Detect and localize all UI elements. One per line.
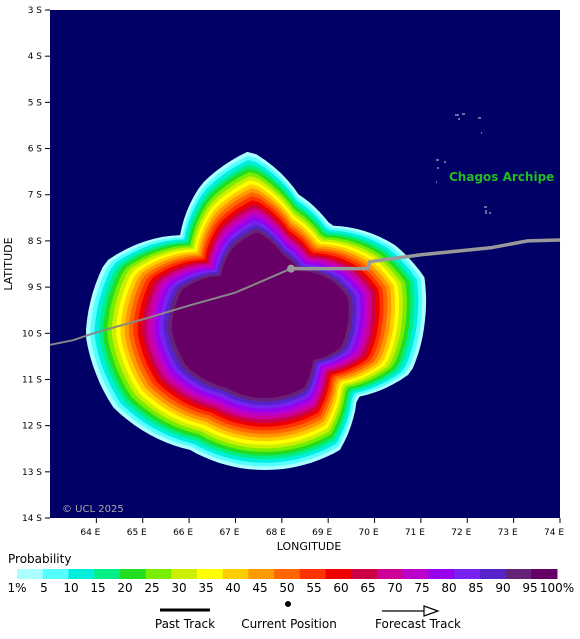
lon-tick-label: 68 E [266, 528, 286, 538]
legend-level-label: 95 [522, 581, 537, 595]
lat-tick-label: 13 S [22, 468, 42, 478]
forecast-track-key-label: Forecast Track [375, 617, 461, 631]
lon-tick-label: 69 E [312, 528, 332, 538]
latitude-ticks: 3 S 4 S 5 S 6 S 7 S 8 S 9 S 10 S 11 S 12 S 13 S 14 … [22, 6, 50, 524]
legend-swatch [171, 569, 198, 579]
lon-tick-label: 71 E [405, 528, 425, 538]
legend-level-label: 10 [63, 581, 78, 595]
legend-level-label: 55 [306, 581, 321, 595]
legend-level-label: 25 [144, 581, 159, 595]
lat-tick-label: 7 S [28, 191, 43, 201]
legend-swatch [402, 569, 429, 579]
legend-swatch [197, 569, 224, 579]
legend-swatch [479, 569, 507, 579]
legend-swatch [454, 569, 481, 579]
legend-level-label: 80 [441, 581, 456, 595]
legend-level-label: 30 [171, 581, 186, 595]
legend-labels: 1% 5 10 15 20 25 30 35 40 45 50 55 60 65 70 75 80 85 90 95 1… [7, 581, 574, 595]
lat-tick-label: 14 S [22, 514, 42, 524]
lon-tick-label: 73 E [498, 528, 518, 538]
y-axis-title: LATITUDE [2, 237, 15, 290]
lon-tick-label: 66 E [173, 528, 193, 538]
chagos-islands [436, 113, 491, 214]
legend-level-label: 100% [540, 581, 574, 595]
forecast-track-line [291, 238, 561, 271]
probability-bands [86, 151, 427, 470]
current-position-key-icon [285, 601, 291, 607]
legend-level-label: 50 [279, 581, 294, 595]
legend-level-label: 5 [40, 581, 48, 595]
longitude-ticks: 64 E 65 E 66 E 67 E 68 E 69 E 70 E 71 E 72 E 73 E… [80, 518, 564, 538]
legend-level-label: 65 [360, 581, 375, 595]
lat-tick-label: 3 S [28, 6, 43, 16]
legend-swatch [299, 569, 327, 579]
current-position-key-label: Current Position [241, 617, 337, 631]
legend-title: Probability [8, 552, 71, 566]
lat-tick-label: 6 S [28, 145, 43, 155]
lat-tick-label: 11 S [22, 375, 42, 385]
place-label: Chagos Archipe [449, 170, 554, 184]
probability-band [171, 232, 349, 398]
legend-swatch [222, 569, 249, 579]
legend-level-label: 75 [414, 581, 429, 595]
past-track-line [49, 267, 292, 346]
current-position-marker [287, 264, 296, 273]
legend-level-label: 1% [7, 581, 26, 595]
lat-tick-label: 10 S [22, 329, 42, 339]
lon-tick-label: 65 E [127, 528, 147, 538]
lon-tick-label: 64 E [80, 528, 100, 538]
legend-swatch [505, 569, 532, 579]
past-track-key-label: Past Track [155, 617, 215, 631]
x-axis-title: LONGITUDE [277, 540, 342, 553]
legend-swatch [377, 569, 404, 579]
legend-swatch [119, 569, 147, 579]
legend-swatch [94, 569, 121, 579]
legend-level-label: 90 [495, 581, 510, 595]
legend-level-label: 70 [387, 581, 402, 595]
lon-tick-label: 72 E [451, 528, 471, 538]
legend-level-label: 40 [225, 581, 240, 595]
legend-level-label: 15 [90, 581, 105, 595]
lat-tick-label: 5 S [28, 98, 43, 108]
legend-level-label: 85 [468, 581, 483, 595]
legend-swatch [351, 569, 378, 579]
lon-tick-label: 70 E [359, 528, 379, 538]
legend-swatch [274, 569, 301, 579]
forecast-track-key-icon [382, 605, 440, 617]
legend-swatch [325, 569, 352, 579]
lon-tick-label: 67 E [219, 528, 239, 538]
legend-level-label: 20 [117, 581, 132, 595]
legend-swatch [428, 569, 455, 579]
lat-tick-label: 4 S [28, 52, 43, 62]
legend-swatch [42, 569, 69, 579]
legend-level-label: 35 [198, 581, 213, 595]
lat-tick-label: 8 S [28, 237, 43, 247]
legend-level-label: 60 [333, 581, 348, 595]
legend-swatch [17, 569, 44, 579]
legend-color-bar [17, 569, 558, 579]
copyright-text: © UCL 2025 [62, 504, 124, 515]
lat-tick-label: 12 S [22, 422, 42, 432]
legend-swatch [68, 569, 95, 579]
legend-swatch [248, 569, 275, 579]
legend-swatch [531, 569, 558, 579]
legend-level-label: 45 [252, 581, 267, 595]
lon-tick-label: 74 E [544, 528, 564, 538]
legend-swatch [145, 569, 172, 579]
lat-tick-label: 9 S [28, 283, 43, 293]
